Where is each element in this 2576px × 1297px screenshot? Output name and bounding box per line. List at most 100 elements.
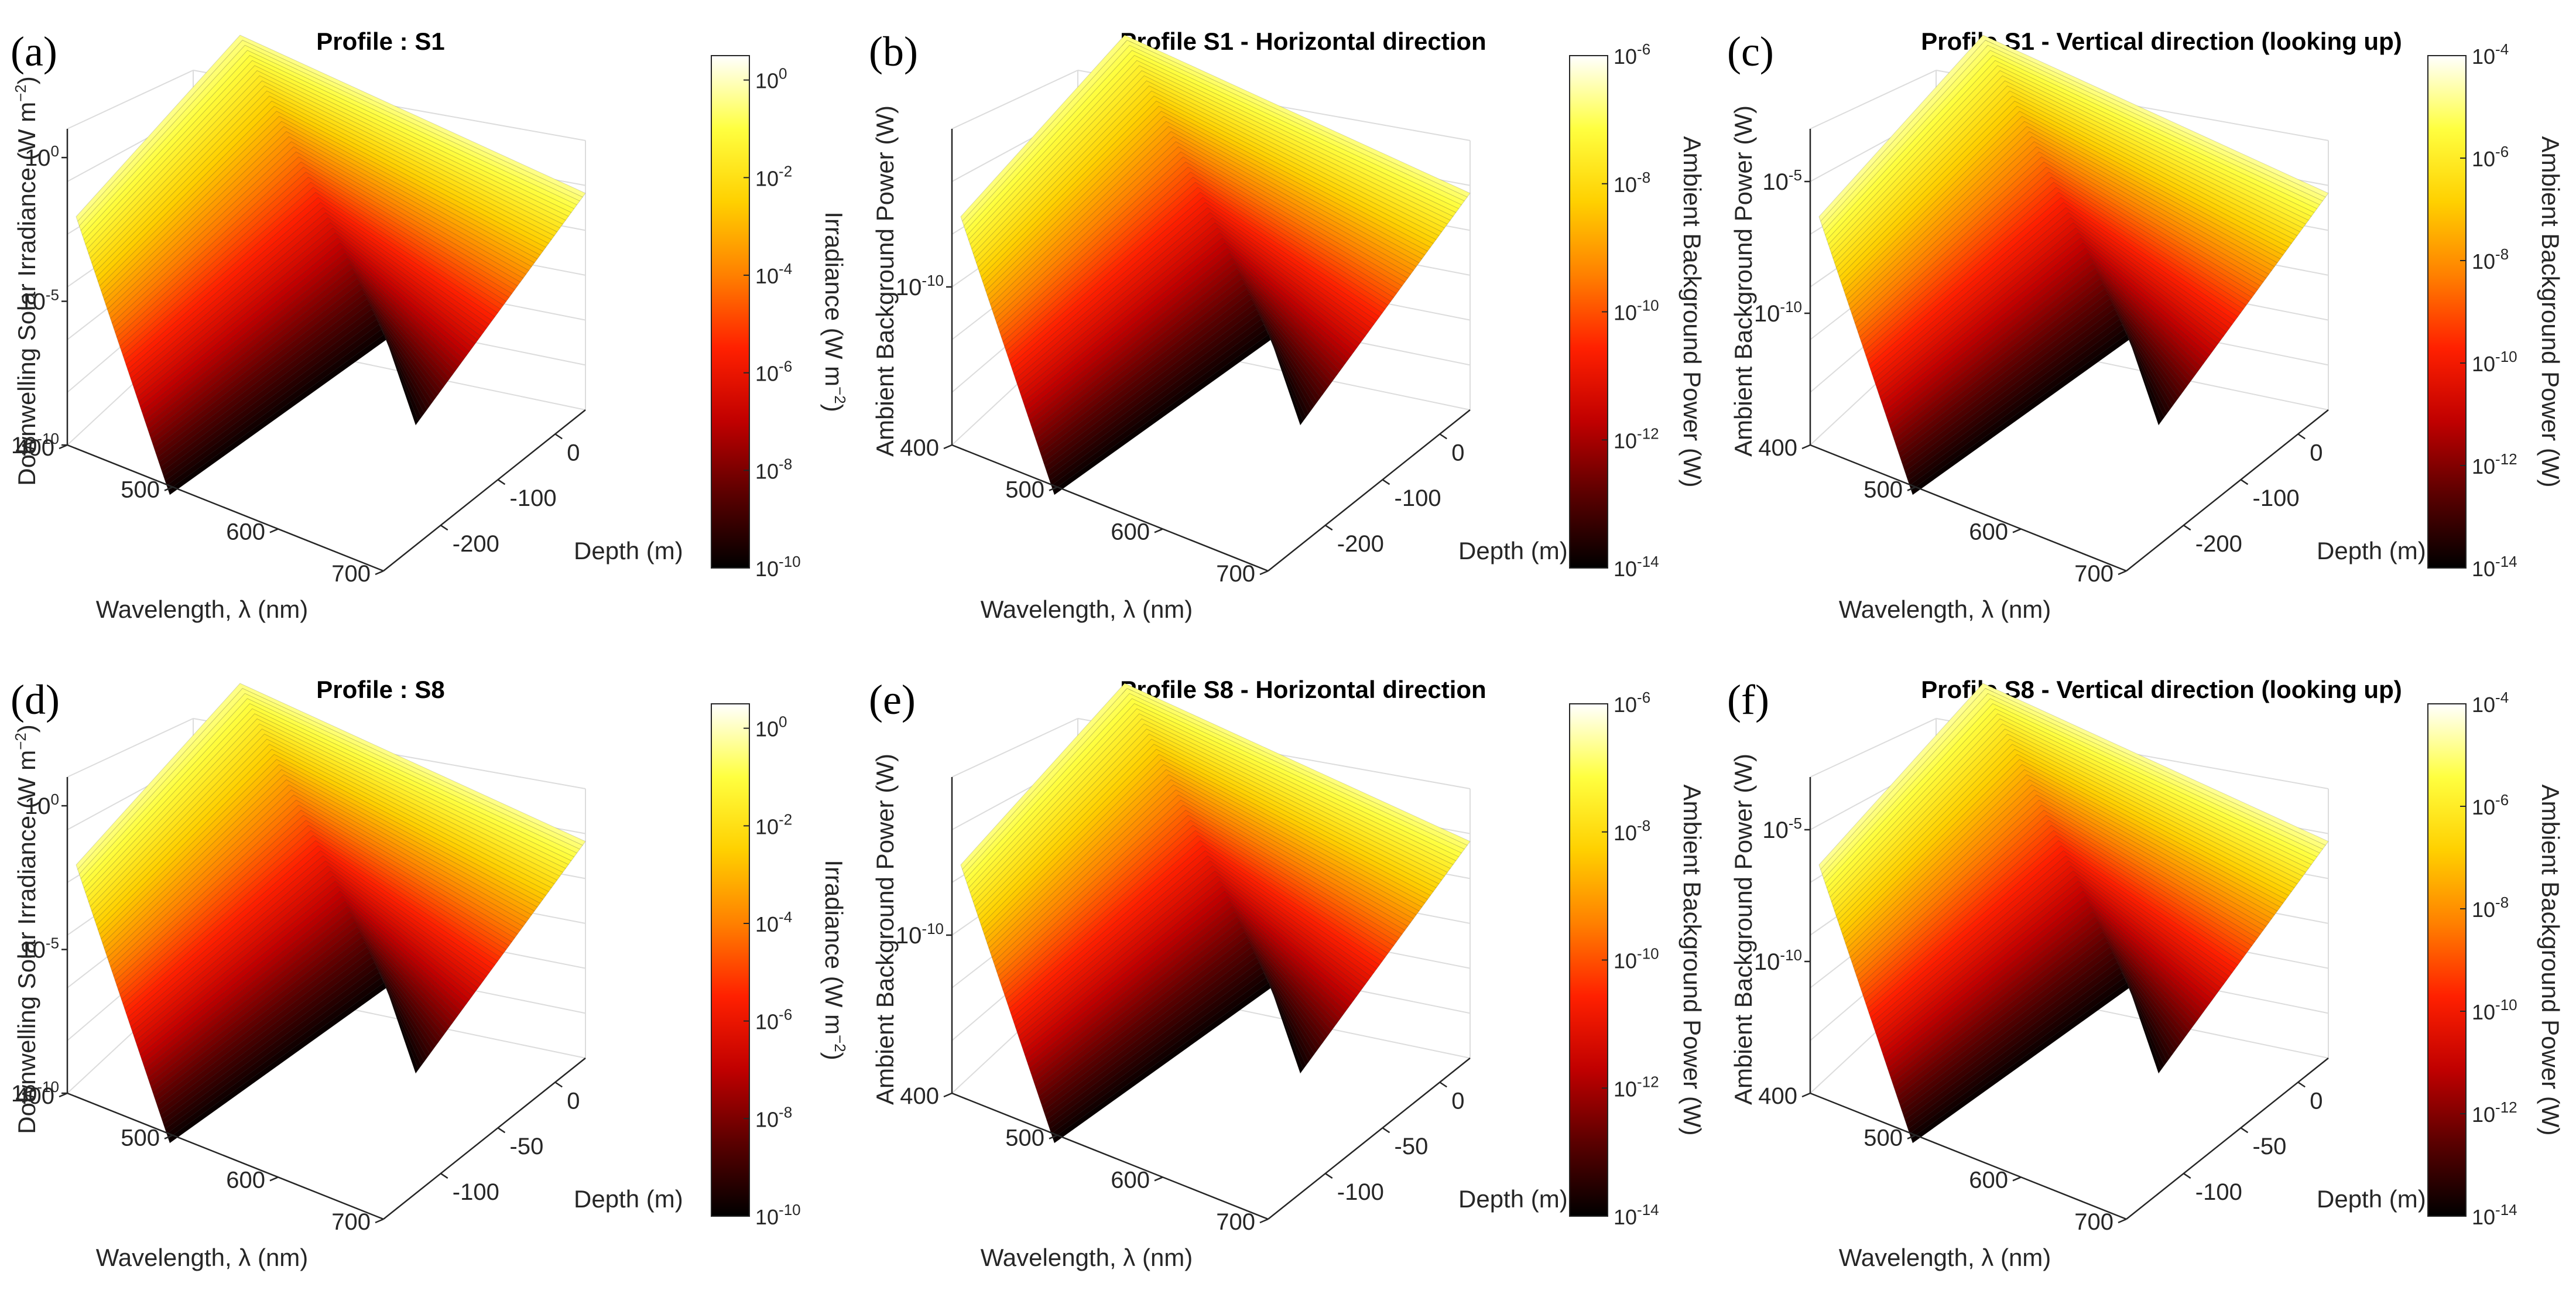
x-tick-mark — [269, 528, 279, 533]
y-axis-line — [1268, 409, 1471, 571]
x-tick-label: 700 — [331, 561, 371, 587]
colorbar-tick-label-base: 10 — [755, 717, 779, 741]
colorbar-label-tail: ) — [820, 1052, 848, 1060]
x-tick-label: 500 — [121, 477, 160, 503]
x-tick-label: 600 — [1969, 1167, 2008, 1193]
colorbar-tick-label: 10-12 — [1614, 425, 1659, 453]
colorbar-tick-label: 10-6 — [755, 358, 792, 386]
z-tick-label: 10-5 — [19, 286, 59, 315]
x-tick-label: 400 — [1758, 435, 1797, 461]
panel-label: (f) — [1727, 676, 1769, 723]
colorbar-tick-label: 10-4 — [755, 908, 792, 936]
y-tick-mark — [2240, 479, 2249, 485]
x-tick-label: 400 — [15, 435, 54, 461]
z-tick-label-base: 10 — [11, 433, 37, 458]
colorbar-tick-label-exp: -12 — [2495, 1098, 2517, 1116]
y-tick-mark — [440, 1173, 448, 1179]
y-axis-label: Depth (m) — [574, 537, 683, 564]
x-tick-mark — [1154, 528, 1163, 533]
colorbar-tick-label-base: 10 — [2472, 898, 2495, 922]
colorbar-tick-label-base: 10 — [1614, 949, 1637, 973]
x-tick-label: 500 — [121, 1125, 160, 1151]
colorbar-tick-label-exp: -8 — [779, 1103, 792, 1121]
z-tick-label-exp: -5 — [1789, 815, 1802, 832]
colorbar-label-base: Ambient Background Power (W) — [1678, 136, 1706, 488]
y-tick-label: -200 — [453, 531, 499, 557]
panel-a-svg: (a) Profile : S1 400 500 600 700 Wavelength, λ… — [11, 28, 849, 623]
colorbar-tick-label-exp: -14 — [2495, 553, 2517, 570]
x-tick-mark — [1801, 444, 1811, 450]
colorbar-tick-label-exp: -6 — [2495, 791, 2509, 809]
x-tick-mark — [375, 570, 384, 576]
x-tick-label: 600 — [226, 519, 265, 545]
panel-b-svg: (b) Profile S1 - Horizontal direction 400 5… — [869, 28, 1706, 623]
x-tick-label: 400 — [900, 435, 939, 461]
y-axis-label: Depth (m) — [574, 1185, 683, 1213]
z-tick-label: 10-10 — [1754, 298, 1802, 327]
colorbar-tick-label-base: 10 — [1614, 45, 1637, 69]
x-axis-line — [67, 444, 384, 572]
colorbar — [2427, 703, 2467, 1217]
z-tick-label-base: 10 — [1762, 169, 1789, 195]
colorbar-tick-label-base: 10 — [755, 1010, 779, 1034]
colorbar-tick-label-exp: -8 — [2495, 894, 2509, 911]
x-tick-label: 600 — [1111, 1167, 1150, 1193]
colorbar-tick-label-exp: -6 — [779, 358, 792, 375]
colorbar-tick-label: 10-8 — [1614, 169, 1650, 197]
colorbar — [711, 703, 750, 1217]
z-tick-label-base: 10 — [896, 275, 922, 300]
colorbar-label-base: Irradiance (W m — [820, 211, 848, 386]
y-tick-mark — [440, 525, 448, 531]
x-tick-label: 500 — [1864, 1125, 1903, 1151]
y-tick-label: -200 — [1337, 531, 1384, 557]
x-tick-mark — [943, 1092, 953, 1098]
y-tick-label: -100 — [2253, 485, 2300, 511]
colorbar-tick-label-base: 10 — [2472, 557, 2495, 581]
colorbar-tick-label: 10-8 — [2472, 245, 2509, 273]
z-tick-label: 10-5 — [1762, 166, 1802, 195]
colorbar-tick-label-base: 10 — [2472, 795, 2495, 819]
colorbar-tick-label: 10-8 — [2472, 894, 2509, 922]
colorbar-label-base: Irradiance (W m — [820, 860, 848, 1035]
z-axis-label: Downwelling Solar Irradiance (W m−2) — [12, 76, 40, 486]
y-tick-label: -100 — [1337, 1179, 1384, 1205]
z-tick-label-base: 10 — [25, 145, 51, 171]
y-axis-label: Depth (m) — [1458, 1185, 1568, 1213]
y-tick-label: 0 — [2310, 440, 2322, 466]
colorbar-tick-label-base: 10 — [2472, 249, 2495, 273]
z-axis-label-tail: ) — [13, 724, 40, 733]
x-axis-line — [1810, 444, 2127, 572]
y-tick-label: 0 — [567, 1088, 580, 1114]
y-tick-mark — [1439, 1082, 1447, 1088]
y-tick-mark — [554, 433, 563, 440]
colorbar-tick-label: 10-8 — [755, 455, 792, 483]
colorbar-tick-label: 100 — [755, 65, 787, 93]
x-tick-mark — [1259, 1218, 1269, 1224]
z-tick-label: 100 — [25, 790, 59, 819]
z-tick-label-exp: -10 — [922, 272, 944, 289]
y-tick-label: 0 — [1451, 440, 1464, 466]
y-tick-mark — [1439, 433, 1447, 440]
colorbar-tick-label-exp: -14 — [1637, 553, 1659, 570]
z-axis-label-tail: ) — [13, 76, 40, 84]
z-tick-label-exp: -10 — [37, 430, 59, 447]
z-tick-label-exp: -5 — [1789, 166, 1802, 184]
colorbar-label: Irradiance (W m−2) — [820, 211, 849, 412]
panel-d-svg: (d) Profile : S8 400 500 600 700 Wavelength, λ… — [11, 676, 849, 1271]
colorbar-tick-label-base: 10 — [1614, 173, 1637, 197]
x-axis-label: Wavelength, λ (nm) — [1839, 596, 2051, 623]
colorbar-tick-label: 10-10 — [1614, 945, 1659, 973]
y-tick-label: 0 — [1451, 1088, 1464, 1114]
y-tick-mark — [1382, 1127, 1390, 1134]
colorbar-tick-label-base: 10 — [1614, 301, 1637, 325]
colorbar — [2427, 55, 2467, 569]
colorbar-tick-label-base: 10 — [2472, 1205, 2495, 1229]
colorbar-tick-label: 10-14 — [2472, 553, 2517, 581]
colorbar-tick-label-base: 10 — [2472, 1103, 2495, 1127]
colorbar-tick-label: 10-4 — [755, 260, 792, 288]
z-axis-label: Ambient Background Power (W) — [871, 105, 899, 457]
y-tick-mark — [1325, 525, 1333, 531]
colorbar-tick-label-exp: -10 — [2495, 996, 2517, 1014]
y-tick-label: -100 — [453, 1179, 499, 1205]
colorbar-label-base: Ambient Background Power (W) — [2537, 136, 2564, 488]
